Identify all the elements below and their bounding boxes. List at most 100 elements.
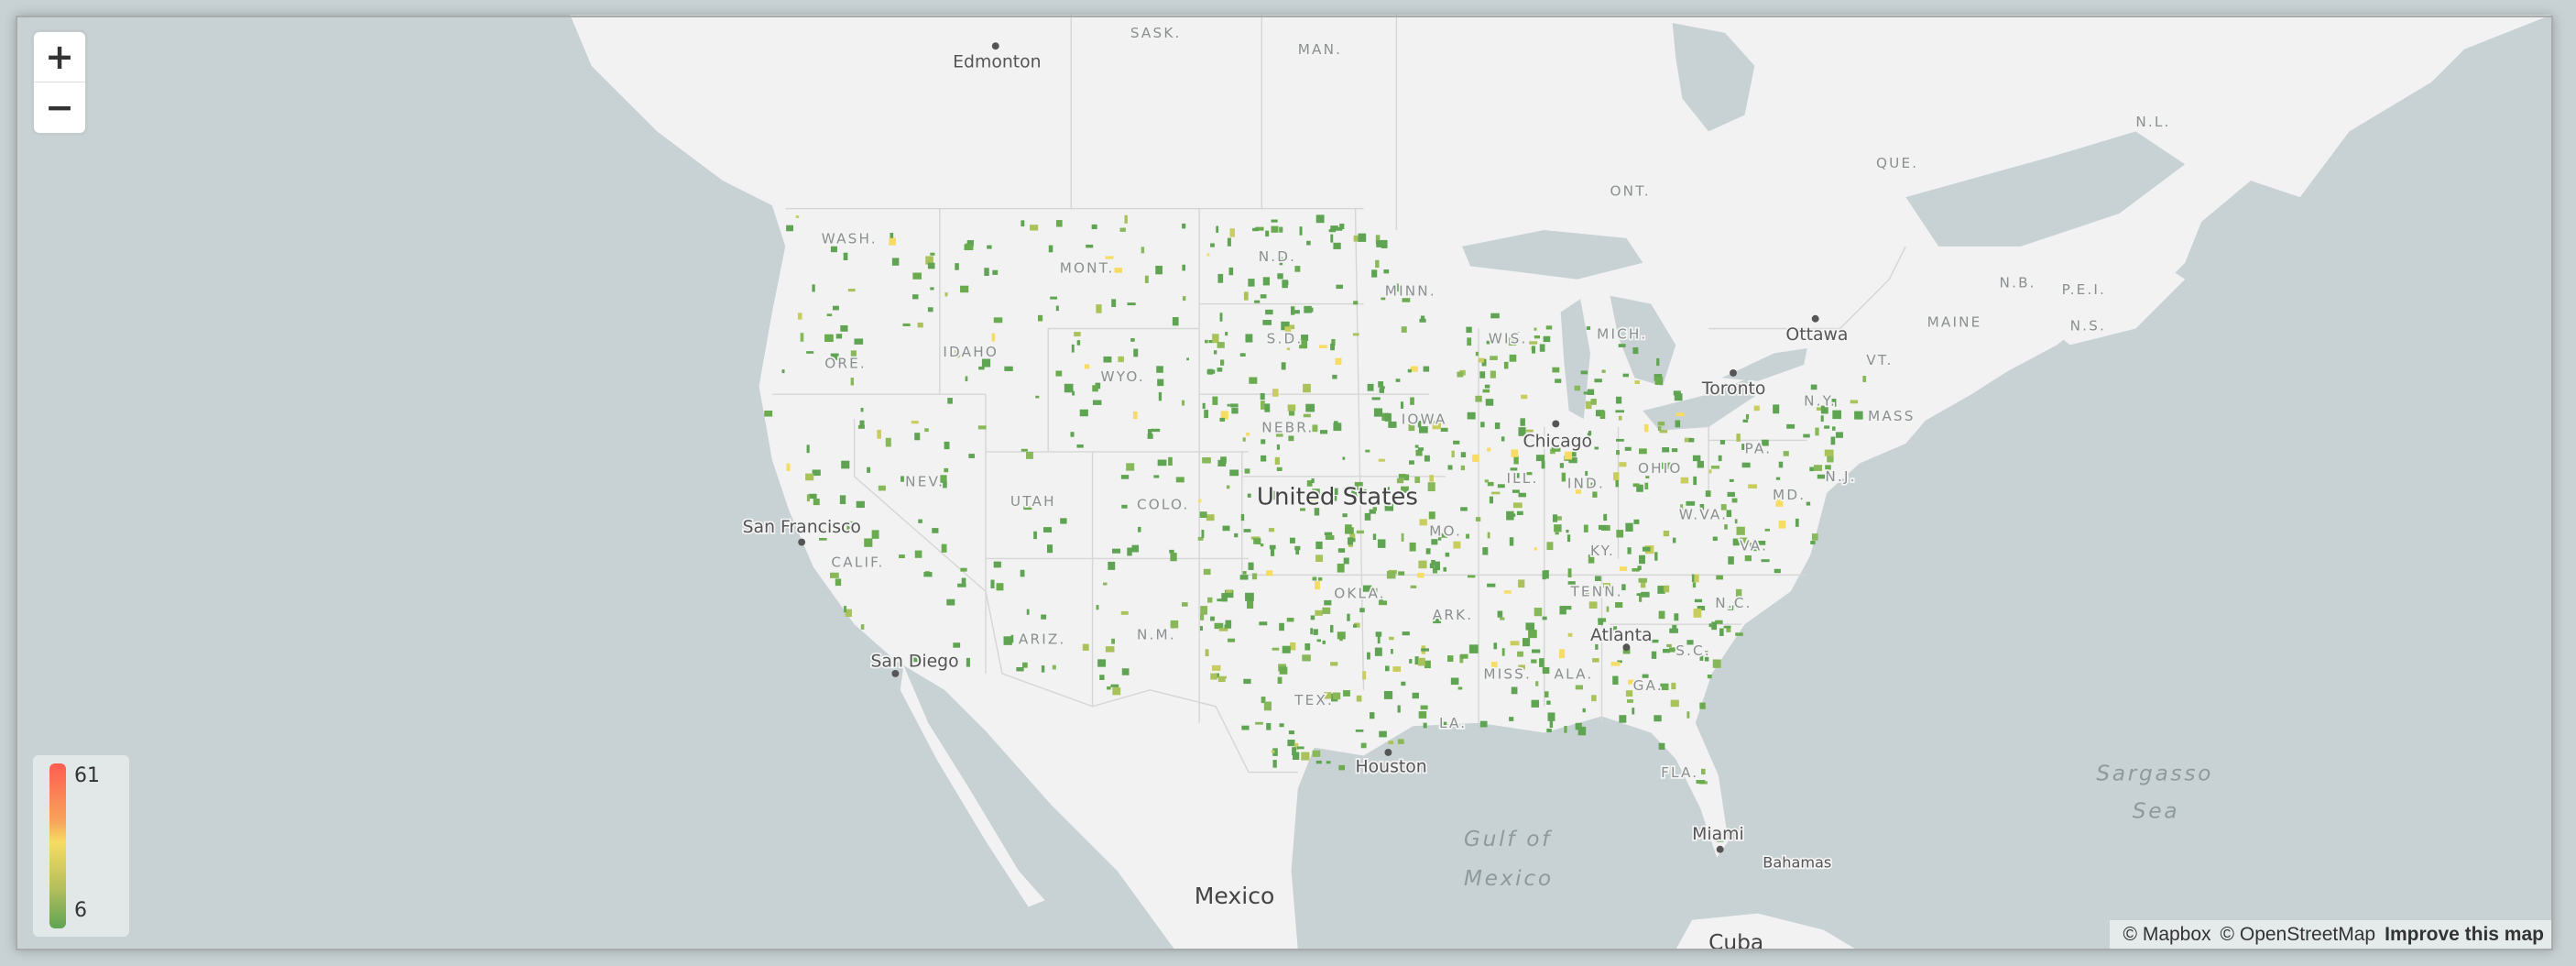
data-region	[1386, 571, 1396, 579]
data-region	[1138, 526, 1141, 532]
data-region	[1325, 535, 1335, 541]
data-region	[1181, 400, 1185, 406]
data-region	[996, 583, 1004, 591]
data-region	[1406, 289, 1412, 296]
data-region	[1217, 459, 1227, 467]
zoom-out-button[interactable]: −	[34, 82, 85, 132]
data-region	[1353, 301, 1359, 305]
data-region	[1375, 259, 1380, 269]
data-region	[1409, 659, 1413, 664]
data-region	[1534, 547, 1537, 551]
data-region	[797, 313, 802, 320]
data-region	[860, 407, 864, 412]
data-region	[1025, 452, 1033, 459]
city-edmonton: Edmonton	[953, 52, 1041, 71]
data-region	[1745, 413, 1750, 420]
improve-map-link[interactable]: Improve this map	[2385, 923, 2544, 945]
data-region	[1727, 605, 1734, 610]
label-nl: N.L.	[2135, 114, 2170, 130]
data-region	[917, 322, 923, 328]
data-region	[1535, 681, 1539, 686]
data-region	[1182, 223, 1186, 229]
data-region	[1599, 411, 1606, 420]
data-region	[1076, 340, 1081, 346]
data-region	[1330, 225, 1338, 230]
data-region	[1531, 649, 1541, 653]
data-region	[1381, 239, 1388, 248]
data-region	[1227, 403, 1230, 407]
data-region	[835, 334, 843, 339]
attribution-osm[interactable]: © OpenStreetMap	[2220, 923, 2376, 945]
data-region	[1410, 585, 1417, 588]
data-region	[1409, 460, 1414, 465]
data-region	[1412, 692, 1419, 699]
data-region	[1450, 677, 1459, 686]
data-region	[1110, 684, 1119, 687]
data-region	[1664, 585, 1670, 593]
data-region	[1742, 419, 1749, 423]
sea-sargasso-1: Sargasso	[2096, 761, 2213, 785]
data-region	[812, 469, 821, 477]
data-region	[1392, 666, 1402, 673]
data-region	[1558, 649, 1566, 659]
zoom-in-button[interactable]: +	[45, 37, 74, 77]
data-region	[1592, 491, 1598, 498]
data-region	[1619, 566, 1628, 571]
data-region	[1633, 519, 1640, 524]
data-region	[818, 537, 827, 541]
data-region	[1639, 554, 1645, 565]
data-region	[1403, 474, 1410, 481]
data-region	[1186, 357, 1190, 361]
label-md: MD.	[1773, 487, 1806, 503]
data-region	[1072, 390, 1075, 396]
data-region	[1309, 494, 1318, 501]
data-region	[914, 550, 922, 558]
data-region	[1060, 518, 1067, 524]
data-region	[1271, 225, 1279, 233]
data-region	[1353, 235, 1362, 242]
data-region	[1023, 506, 1032, 510]
data-region	[1468, 644, 1479, 653]
data-region	[1290, 306, 1295, 315]
data-region	[1820, 405, 1828, 414]
data-region	[1830, 436, 1836, 445]
data-region	[1217, 598, 1226, 602]
data-region	[1064, 383, 1074, 393]
data-region	[840, 324, 848, 332]
data-region	[1680, 504, 1684, 511]
label-ohio: OHIO	[1638, 460, 1683, 477]
data-region	[940, 475, 947, 484]
data-region	[1585, 470, 1588, 477]
data-region	[1729, 478, 1734, 482]
data-region	[1207, 597, 1213, 603]
data-region	[1121, 504, 1128, 509]
data-region	[1330, 488, 1338, 495]
data-region	[1786, 423, 1796, 429]
data-region	[1315, 214, 1325, 224]
data-region	[1229, 469, 1239, 477]
data-region	[1501, 436, 1505, 442]
data-region	[1594, 379, 1602, 383]
data-region	[1312, 750, 1321, 757]
data-region	[1577, 726, 1587, 736]
data-region	[1312, 488, 1320, 498]
borders	[771, 15, 1906, 774]
data-region	[977, 425, 987, 430]
data-region	[1534, 608, 1543, 617]
data-region	[1230, 403, 1239, 408]
data-region	[1400, 401, 1404, 409]
label-calif: CALIF.	[831, 554, 884, 570]
data-region	[812, 284, 815, 292]
data-region	[1398, 571, 1405, 576]
data-region	[1616, 530, 1624, 538]
data-region	[947, 398, 953, 404]
data-region	[1310, 628, 1314, 635]
data-region	[1694, 598, 1703, 603]
legend-gradient-bar	[49, 763, 66, 928]
attribution-mapbox[interactable]: © Mapbox	[2123, 923, 2211, 945]
data-region	[991, 333, 996, 342]
data-region	[1672, 624, 1677, 631]
data-region	[1354, 481, 1363, 491]
data-region	[1487, 481, 1494, 487]
